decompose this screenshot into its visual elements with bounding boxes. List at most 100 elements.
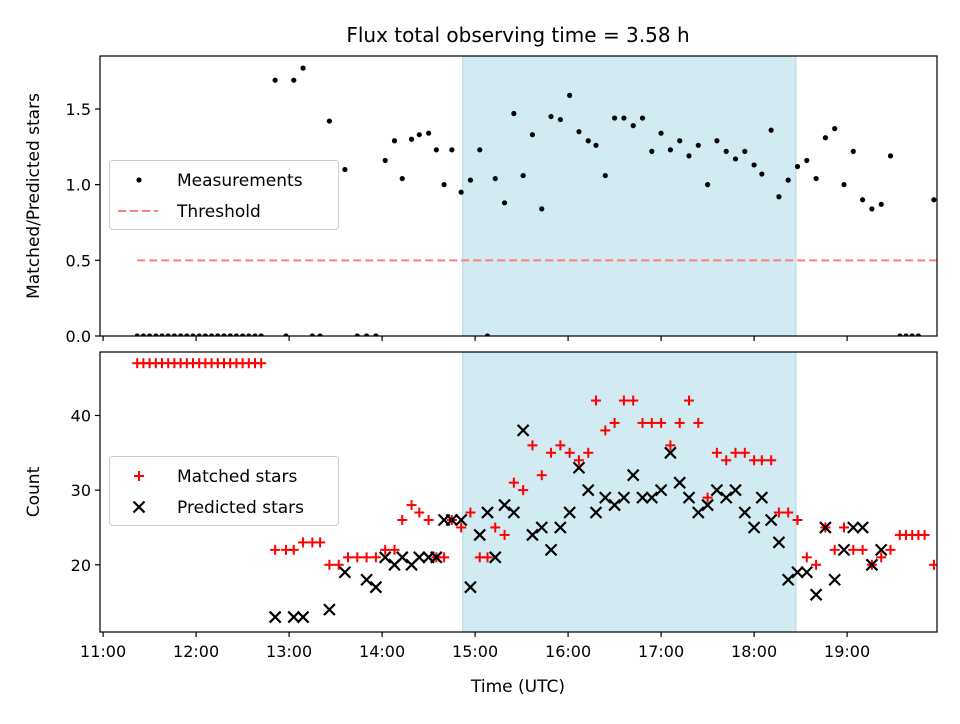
series-1-point-72	[732, 156, 739, 162]
series-1-point-33	[382, 157, 388, 164]
series-1-point-31	[352, 552, 363, 563]
series-1-point-64	[658, 130, 664, 136]
series-1-point-58	[591, 395, 601, 406]
series-2-point-23	[507, 506, 521, 519]
series-1-point-38	[426, 130, 432, 136]
series-1-point-42	[458, 189, 464, 195]
series-1-point-95	[919, 529, 930, 540]
panel-1-plot-area	[134, 65, 937, 336]
series-2-point-49	[747, 521, 761, 534]
series-1-point-78	[773, 507, 784, 518]
series-1-point-90	[885, 544, 896, 555]
series-1-point-4	[153, 333, 159, 336]
series-1-point-18	[240, 333, 246, 336]
series-2-point-56	[809, 588, 823, 601]
series-1-point-55	[564, 447, 575, 458]
legend-label-2: Threshold	[176, 202, 261, 222]
series-2-point-44	[701, 498, 714, 512]
series-1-point-36	[397, 515, 408, 525]
series-1-point-70	[714, 138, 720, 144]
chart-title: Flux total observing time = 3.58 h	[346, 23, 689, 47]
series-1-point-46	[482, 552, 493, 563]
series-1-point-39	[423, 515, 434, 525]
series-1-point-52	[548, 113, 554, 120]
series-1-point-24	[291, 77, 297, 83]
series-1-point-66	[677, 138, 683, 144]
series-1-point-19	[246, 333, 252, 336]
x-axis-label: Time (UTC)	[470, 677, 565, 697]
series-2-point-61	[856, 521, 869, 534]
series-1-point-53	[546, 447, 557, 458]
series-2-point-63	[874, 543, 888, 557]
panel-2-legend: Matched stars Predicted stars	[109, 456, 339, 526]
series-1-point-41	[449, 147, 455, 153]
series-2-point-58	[828, 573, 841, 587]
series-2-point-38	[645, 491, 659, 504]
series-1-point-92	[909, 333, 915, 336]
series-1-point-70	[702, 492, 713, 503]
series-2-point-39	[654, 483, 668, 497]
series-2-point-18	[464, 580, 477, 594]
series-2-point-17	[454, 513, 468, 527]
series-1-point-69	[705, 182, 711, 188]
xtick-label-1: 11:00	[80, 642, 126, 661]
series-2-point-37	[636, 491, 649, 504]
series-1-point-86	[848, 544, 859, 555]
series-1-point-32	[361, 552, 372, 563]
series-1-point-71	[711, 447, 722, 458]
series-1-point-44	[477, 147, 483, 153]
series-1-point-48	[499, 529, 510, 540]
series-2-point-27	[544, 543, 558, 557]
series-1-point-41	[439, 552, 450, 563]
series-2-point-40	[664, 446, 677, 460]
series-1-point-59	[612, 115, 618, 121]
panel-1-legend: Measurements Threshold	[109, 160, 339, 230]
panel-1-frame	[99, 55, 938, 337]
series-1-point-90	[897, 333, 903, 336]
series-1-point-24	[288, 544, 299, 555]
series-2-point-26	[535, 521, 549, 534]
series-2-point-33	[599, 491, 612, 504]
series-1-point-9	[184, 333, 190, 336]
series-1-point-63	[649, 148, 655, 154]
legend-label-1: Measurements	[177, 171, 303, 191]
series-1-point-83	[832, 126, 838, 132]
series-1-point-62	[628, 395, 639, 406]
panel-1-ytick-label-3: 1.0	[66, 176, 91, 195]
series-1-point-33	[370, 552, 381, 563]
series-2-point-54	[791, 565, 804, 579]
series-1-point-65	[656, 417, 667, 428]
series-1-point-28	[324, 559, 335, 570]
series-1-point-22	[270, 544, 281, 555]
xtick-label-6: 16:00	[545, 642, 591, 661]
series-2-point-60	[847, 521, 860, 534]
series-1-point-78	[785, 177, 791, 183]
xtick-label-4: 14:00	[359, 642, 405, 661]
series-1-point-27	[315, 537, 326, 548]
xtick-label-5: 15:00	[452, 642, 498, 661]
series-2-point-2	[287, 610, 301, 624]
series-1-point-37	[406, 500, 417, 511]
panel-2-ytick-label-3: 40	[71, 406, 91, 425]
series-1-point-84	[829, 544, 840, 555]
series-2-point-1	[268, 610, 282, 624]
series-1-point-45	[484, 333, 491, 336]
panel-2-plot-area	[132, 358, 937, 624]
series-2-point-29	[563, 506, 576, 519]
series-2-point-62	[865, 558, 879, 572]
series-2-point-6	[360, 573, 373, 587]
panel-1-ytick-label-1: 0.0	[66, 327, 91, 346]
series-1-point-81	[801, 552, 812, 563]
series-2-point-21	[488, 551, 502, 564]
series-1-point-5	[159, 333, 165, 336]
series-1-point-77	[776, 194, 782, 200]
series-2-point-45	[710, 483, 724, 497]
series-1-point-22	[272, 77, 278, 83]
series-2-point-32	[589, 506, 603, 519]
series-1-point-63	[637, 417, 648, 428]
series-1-point-79	[783, 507, 794, 518]
series-1-point-47	[501, 200, 508, 206]
series-1-point-52	[536, 470, 547, 481]
series-2-point-48	[738, 506, 752, 519]
series-2-point-12	[413, 551, 426, 564]
